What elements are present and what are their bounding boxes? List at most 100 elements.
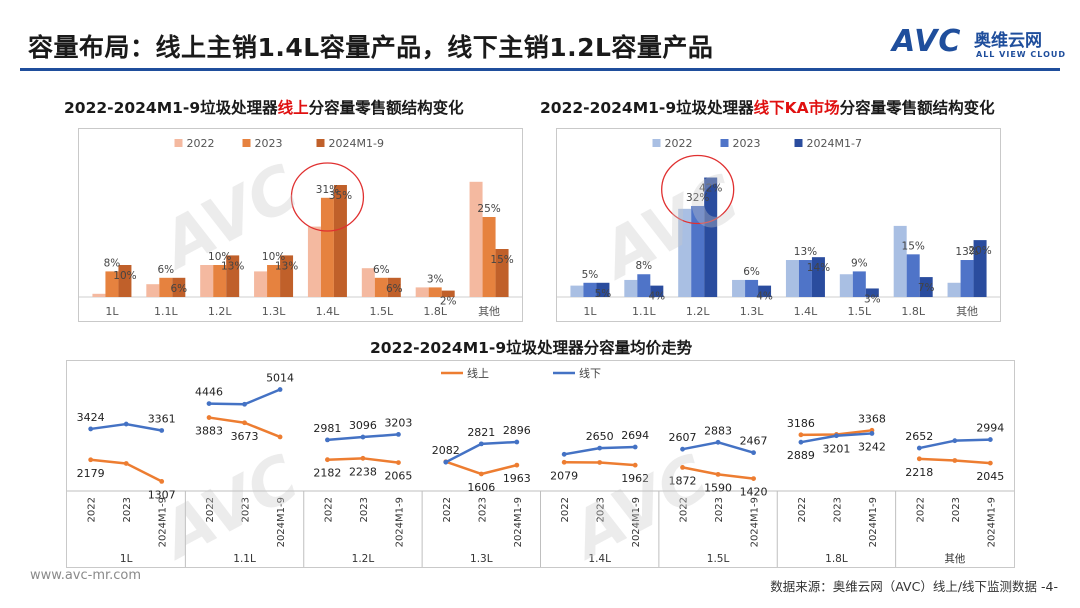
price-point-label: 1307	[148, 488, 176, 501]
price-point-label: 2994	[976, 422, 1004, 435]
price-point	[325, 457, 330, 463]
price-chart-title: 2022-2024M1-9垃圾处理器分容量均价走势	[370, 339, 693, 357]
price-point	[632, 444, 638, 450]
offline-data-label: 13%	[955, 246, 978, 258]
price-group-label: 1.5L	[707, 553, 730, 565]
price-point	[277, 434, 283, 440]
price-point-label: 2238	[349, 465, 377, 478]
offline-category-label: 1.5L	[848, 305, 872, 318]
price-group-label: 1.4L	[588, 553, 611, 565]
offline-data-label: 4%	[756, 291, 773, 303]
price-point-label: 3242	[858, 440, 886, 453]
price-point	[277, 387, 283, 392]
price-chart-panel: 线上 线下 2022 2023 2024M1-9 1L 2022 2023 2024M1-9 1.…	[66, 360, 1015, 568]
price-point-label: 2883	[704, 424, 732, 437]
offline-bar-chart: 2022 2023 2024M1-7 1L 1.1L 1.2L 1.3L 1.4L 1.5L 1.…	[557, 137, 1000, 318]
offline-data-label: 8%	[635, 260, 652, 272]
offline-data-label: 20%	[968, 245, 991, 257]
price-point	[869, 431, 875, 436]
price-point-label: 3883	[195, 425, 223, 438]
online-bar	[374, 277, 388, 297]
price-point-label: 3186	[787, 417, 815, 430]
online-data-label: 13%	[221, 260, 244, 272]
online-legend-label: 2022	[187, 137, 215, 150]
online-data-label: 10%	[208, 251, 231, 263]
online-data-label: 35%	[329, 190, 352, 202]
offline-data-label: 6%	[743, 266, 760, 278]
price-period-label: 2024M1-9	[631, 497, 642, 547]
price-point	[159, 428, 165, 433]
price-point-label: 2896	[503, 424, 531, 437]
price-point-label: 1872	[669, 474, 697, 487]
online-bar-chart: 2022 2023 2024M1-9 1L 1.1L 1.2L 1.3L 1.4L 1.5L 1.…	[79, 137, 522, 318]
online-category-label: 其他	[478, 305, 500, 318]
price-point-label: 2218	[905, 466, 933, 479]
offline-bar	[570, 285, 584, 297]
offline-bar	[973, 240, 987, 297]
price-point-label: 2079	[550, 469, 578, 482]
price-period-label: 2024M1-9	[750, 497, 761, 547]
price-point	[680, 446, 685, 452]
online-data-label: 10%	[262, 251, 285, 263]
price-period-label: 2022	[205, 497, 216, 522]
online-legend-swatch	[316, 139, 325, 147]
price-period-label: 2022	[560, 497, 571, 522]
offline-bar	[798, 260, 812, 297]
price-point-label: 2065	[384, 470, 412, 483]
price-point	[751, 450, 756, 456]
price-period-label: 2024M1-9	[986, 497, 997, 547]
offline-bar	[583, 282, 597, 297]
price-point-label: 2182	[313, 467, 341, 480]
price-point	[159, 478, 165, 484]
offline-bar	[960, 260, 974, 297]
offline-legend-swatch	[720, 139, 729, 147]
site-url: www.avc-mr.com	[30, 568, 142, 583]
online-category-label: 1L	[105, 305, 119, 318]
online-data-label: 25%	[477, 203, 500, 215]
online-chart-title-b: 分容量零售额结构变化	[308, 99, 464, 117]
offline-data-label: 32%	[686, 192, 709, 204]
price-point-label: 2045	[976, 470, 1004, 483]
online-legend-label: 2024M1-9	[329, 137, 384, 150]
online-bar	[159, 277, 173, 297]
price-period-label: 2023	[477, 497, 488, 522]
offline-category-label: 1.8L	[901, 305, 925, 318]
offline-bar	[919, 277, 933, 297]
price-point	[360, 455, 366, 461]
online-bar	[307, 226, 321, 297]
price-point-label: 2179	[77, 467, 105, 480]
online-bar	[387, 277, 401, 297]
price-period-label: 2024M1-9	[394, 497, 405, 547]
offline-highlight-circle	[661, 154, 735, 225]
offline-category-label: 1.2L	[686, 305, 710, 318]
price-point-label: 2082	[432, 444, 460, 457]
price-point	[916, 456, 922, 462]
online-data-label: 6%	[386, 283, 403, 295]
offline-bar	[732, 279, 746, 297]
source-note: 数据来源：奥维云网（AVC）线上/线下监测数据 -4-	[770, 579, 1058, 594]
online-bar	[118, 265, 132, 297]
price-point-label: 2981	[313, 422, 341, 435]
offline-legend-swatch	[794, 139, 803, 147]
price-point-label: 3203	[384, 416, 412, 429]
price-point	[88, 426, 94, 432]
offline-chart-title: 2022-2024M1-9垃圾处理器线下KA市场分容量零售额结构变化	[540, 96, 995, 118]
price-period-label: 2022	[679, 497, 690, 522]
online-bar	[267, 265, 281, 297]
offline-category-label: 其他	[956, 305, 978, 318]
price-point	[715, 439, 721, 445]
price-point	[561, 451, 567, 457]
offline-data-label: 4%	[648, 291, 665, 303]
avc-logo: AVC 奥维云网 ALL VIEW CLOUD	[892, 22, 1065, 66]
offline-chart-title-a: 2022-2024M1-9垃圾处理器	[540, 99, 754, 117]
price-period-label: 2023	[122, 497, 133, 522]
offline-legend-swatch	[652, 139, 661, 147]
price-period-label: 2022	[915, 497, 926, 522]
online-data-label: 31%	[316, 184, 339, 196]
price-period-label: 2024M1-9	[158, 497, 169, 547]
price-point	[360, 434, 366, 440]
online-bar	[469, 181, 483, 297]
price-point	[561, 459, 567, 465]
online-category-label: 1.4L	[316, 305, 340, 318]
price-point-label: 3361	[148, 412, 176, 425]
